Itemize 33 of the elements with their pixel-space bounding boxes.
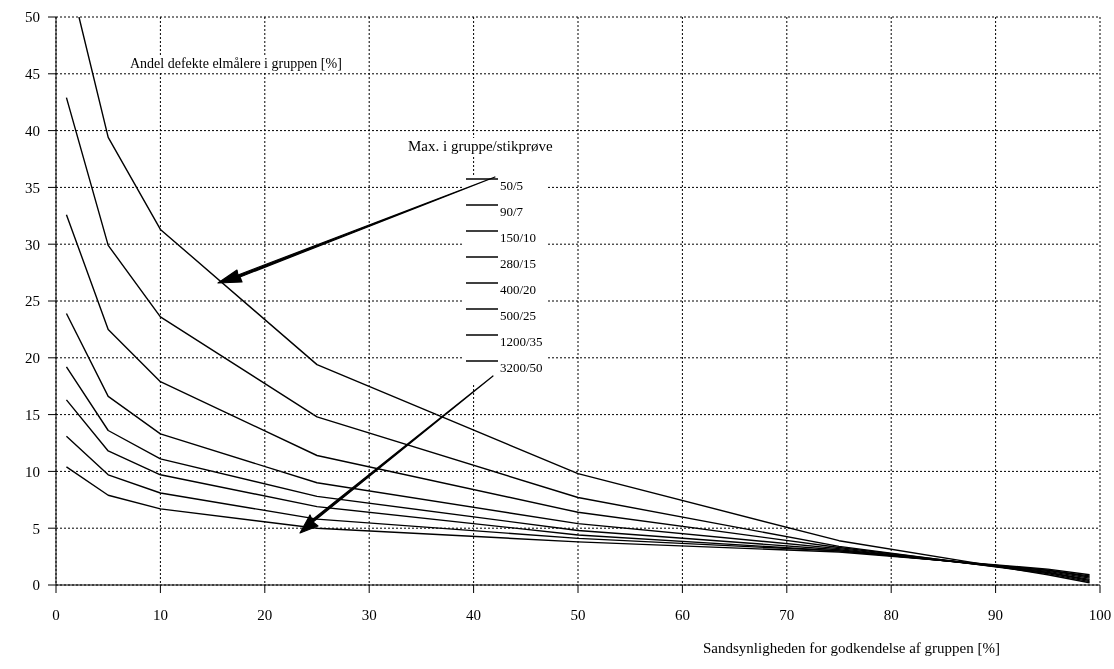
legend-label: 280/15 [500,256,537,272]
y-tick-label: 0 [32,577,40,594]
y-tick-label: 40 [25,122,40,139]
y-tick-label: 25 [25,293,40,310]
y-axis-title: Andel defekte elmålere i gruppen [%] [130,56,342,72]
legend-label: 90/7 [500,204,524,220]
y-tick-label: 50 [25,9,40,26]
y-tick-label: 30 [25,236,40,253]
legend-label: 1200/35 [500,334,543,350]
legend-title: Max. i gruppe/stikprøve [408,138,553,155]
x-tick-label: 70 [779,606,795,623]
x-tick-label: 50 [570,606,586,623]
legend-label: 500/25 [500,308,537,324]
y-tick-label: 20 [25,350,40,367]
legend-label: 400/20 [500,282,537,298]
x-tick-label: 20 [257,606,273,623]
x-tick-label: 60 [674,606,690,623]
x-tick-label: 30 [361,606,377,623]
x-tick-label: 90 [988,606,1004,623]
legend-label: 3200/50 [500,360,543,376]
x-tick-label: 0 [52,606,60,623]
legend-label: 150/10 [500,230,537,246]
y-tick-label: 15 [25,406,40,423]
x-tick-label: 100 [1088,606,1112,623]
x-tick-label: 10 [152,606,168,623]
x-tick-label: 40 [466,606,482,623]
y-tick-label: 10 [25,463,40,480]
y-tick-label: 35 [25,179,40,196]
x-axis-title: Sandsynligheden for godkendelse af gruppen [%] [703,640,1000,657]
y-tick-label: 45 [25,66,40,83]
y-tick-label: 5 [32,520,40,537]
legend-label: 50/5 [500,178,524,194]
x-tick-label: 80 [883,606,899,623]
